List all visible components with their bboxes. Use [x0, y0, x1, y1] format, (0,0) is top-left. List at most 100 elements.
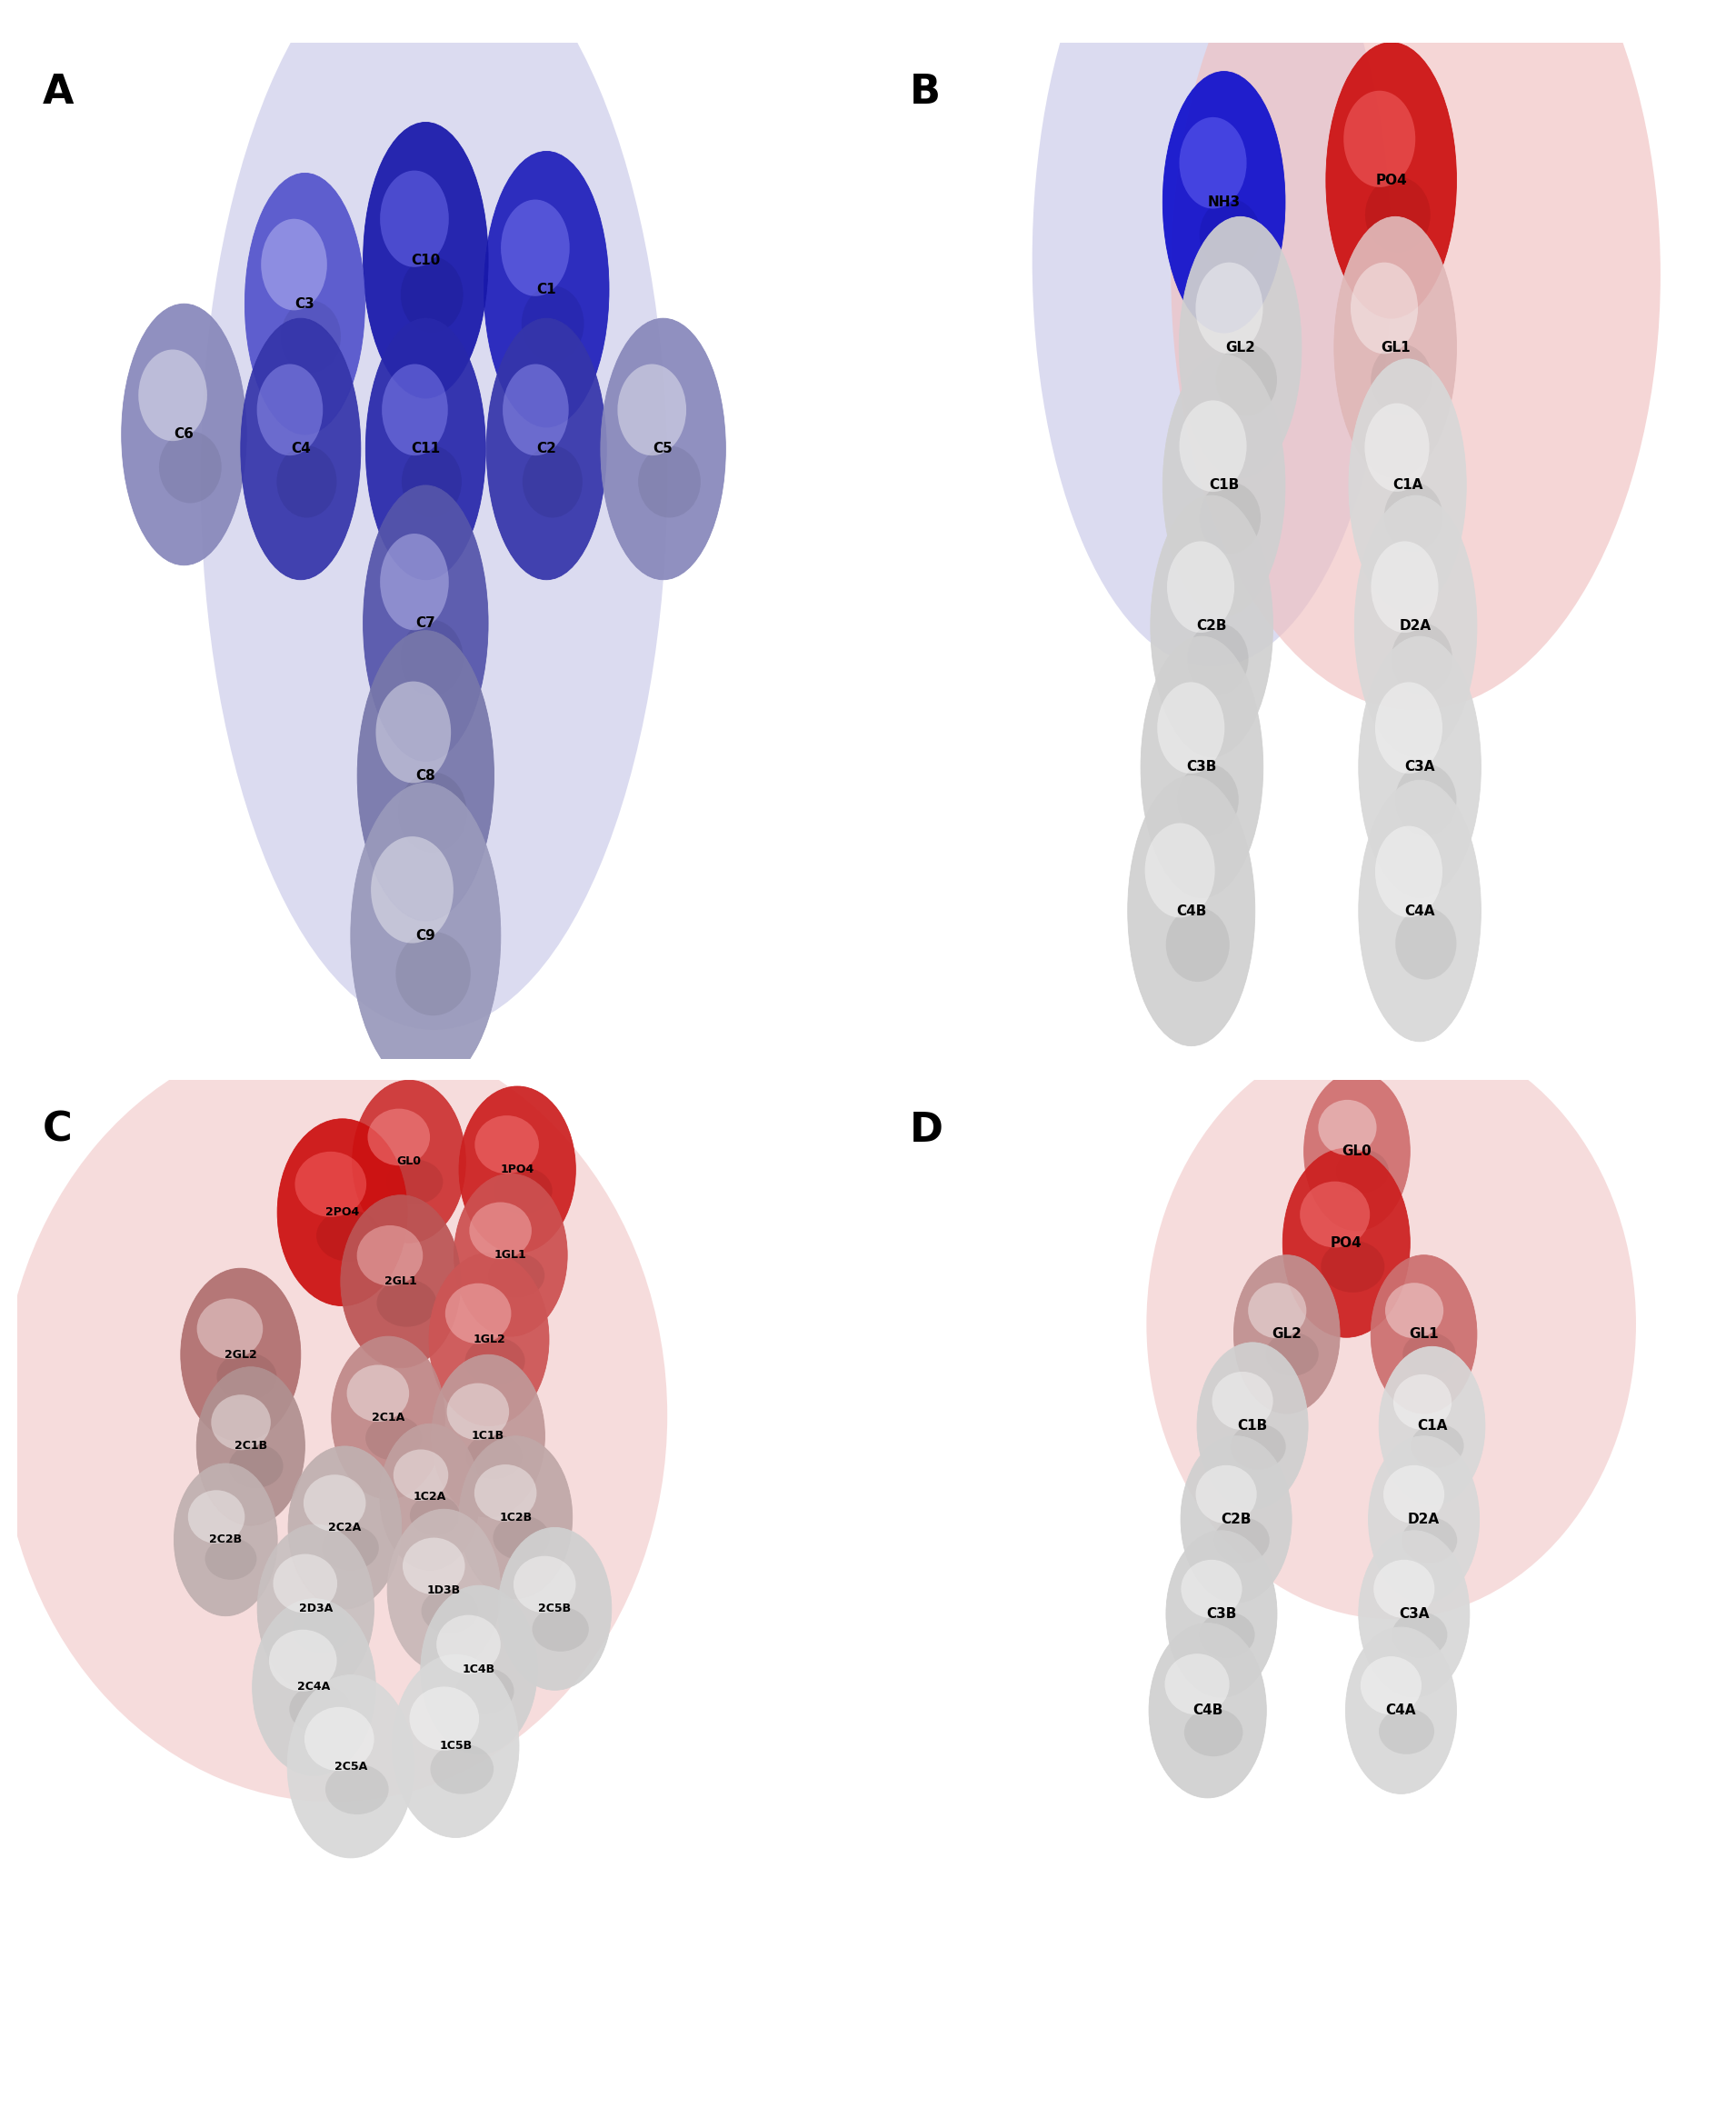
Text: B: B	[910, 72, 941, 112]
Ellipse shape	[212, 1394, 271, 1451]
Ellipse shape	[1384, 1466, 1444, 1523]
Text: C2B: C2B	[1196, 618, 1227, 633]
Text: C1A: C1A	[1417, 1419, 1448, 1432]
Ellipse shape	[1177, 765, 1240, 837]
Ellipse shape	[484, 150, 609, 428]
Ellipse shape	[1300, 1182, 1370, 1248]
Ellipse shape	[196, 1366, 306, 1525]
Ellipse shape	[290, 1686, 351, 1733]
Ellipse shape	[1180, 1436, 1292, 1603]
Ellipse shape	[493, 1514, 550, 1561]
Text: C2: C2	[536, 443, 557, 455]
Ellipse shape	[1170, 0, 1660, 710]
Ellipse shape	[465, 1336, 524, 1385]
Ellipse shape	[368, 1108, 431, 1165]
Ellipse shape	[401, 621, 464, 695]
Ellipse shape	[1364, 402, 1429, 491]
Ellipse shape	[1187, 623, 1248, 695]
Ellipse shape	[1378, 1347, 1484, 1506]
Ellipse shape	[288, 1675, 413, 1857]
Ellipse shape	[1165, 1654, 1229, 1716]
Text: 2C5B: 2C5B	[538, 1603, 571, 1614]
Text: 1C4B: 1C4B	[462, 1665, 495, 1675]
Ellipse shape	[533, 1608, 589, 1652]
Ellipse shape	[1401, 1516, 1457, 1563]
Ellipse shape	[1364, 178, 1430, 252]
Ellipse shape	[387, 1510, 500, 1671]
Ellipse shape	[521, 286, 583, 362]
Ellipse shape	[316, 1209, 382, 1262]
Text: C4A: C4A	[1385, 1703, 1417, 1718]
Ellipse shape	[1326, 42, 1457, 318]
Ellipse shape	[1163, 72, 1285, 333]
Text: 2C1B: 2C1B	[234, 1440, 267, 1453]
Text: 2D3A: 2D3A	[299, 1603, 333, 1614]
Ellipse shape	[432, 1356, 545, 1516]
Text: C9: C9	[417, 928, 436, 943]
Ellipse shape	[1234, 1256, 1340, 1413]
Text: C6: C6	[174, 428, 194, 441]
Ellipse shape	[1384, 483, 1443, 551]
Ellipse shape	[1344, 91, 1415, 186]
Ellipse shape	[372, 837, 453, 943]
Text: 2C1A: 2C1A	[372, 1413, 404, 1423]
Text: 1D3B: 1D3B	[427, 1584, 460, 1597]
Text: 2GL1: 2GL1	[384, 1275, 417, 1288]
Ellipse shape	[1180, 1559, 1241, 1618]
Ellipse shape	[295, 1152, 366, 1218]
Ellipse shape	[281, 301, 340, 373]
Ellipse shape	[288, 1447, 401, 1610]
Ellipse shape	[1375, 826, 1443, 917]
Ellipse shape	[304, 1474, 366, 1531]
Text: C2B: C2B	[1220, 1512, 1252, 1527]
Ellipse shape	[380, 1423, 479, 1569]
Text: C3A: C3A	[1404, 760, 1436, 773]
Ellipse shape	[410, 1686, 479, 1752]
Text: C4: C4	[292, 443, 311, 455]
Text: 2C2B: 2C2B	[210, 1533, 241, 1546]
Text: C3A: C3A	[1399, 1608, 1429, 1620]
Ellipse shape	[201, 0, 667, 1029]
Text: 1GL2: 1GL2	[472, 1334, 505, 1345]
Ellipse shape	[458, 1087, 576, 1254]
Ellipse shape	[1128, 775, 1255, 1046]
Ellipse shape	[488, 1254, 545, 1298]
Ellipse shape	[363, 485, 488, 760]
Ellipse shape	[1179, 116, 1246, 210]
Ellipse shape	[1167, 542, 1234, 633]
Ellipse shape	[377, 1279, 437, 1326]
Text: C1B: C1B	[1238, 1419, 1267, 1432]
Ellipse shape	[1361, 1656, 1422, 1716]
Text: 2C2A: 2C2A	[328, 1521, 361, 1533]
Ellipse shape	[1163, 354, 1285, 616]
Ellipse shape	[420, 1586, 538, 1754]
Ellipse shape	[205, 1538, 257, 1580]
Text: C8: C8	[417, 769, 436, 784]
Ellipse shape	[340, 1195, 460, 1368]
Ellipse shape	[139, 349, 207, 441]
Text: D2A: D2A	[1399, 618, 1432, 633]
Text: C1A: C1A	[1392, 479, 1424, 491]
Ellipse shape	[1146, 1029, 1635, 1618]
Ellipse shape	[273, 1555, 337, 1614]
Ellipse shape	[502, 199, 569, 297]
Ellipse shape	[276, 445, 337, 517]
Text: PO4: PO4	[1330, 1237, 1363, 1250]
Text: GL1: GL1	[1380, 341, 1410, 354]
Ellipse shape	[260, 218, 326, 311]
Ellipse shape	[639, 445, 701, 517]
Ellipse shape	[618, 364, 686, 455]
Ellipse shape	[1371, 542, 1439, 633]
Text: PO4: PO4	[1375, 174, 1406, 186]
Ellipse shape	[1351, 263, 1418, 354]
Ellipse shape	[422, 1588, 477, 1633]
Ellipse shape	[1167, 907, 1229, 983]
Ellipse shape	[292, 1608, 351, 1654]
Ellipse shape	[1403, 1332, 1457, 1377]
Ellipse shape	[431, 1743, 493, 1794]
Ellipse shape	[174, 1464, 278, 1616]
Text: C1: C1	[536, 282, 556, 297]
Ellipse shape	[1373, 1559, 1434, 1618]
Ellipse shape	[1411, 1423, 1463, 1468]
Ellipse shape	[380, 172, 450, 267]
